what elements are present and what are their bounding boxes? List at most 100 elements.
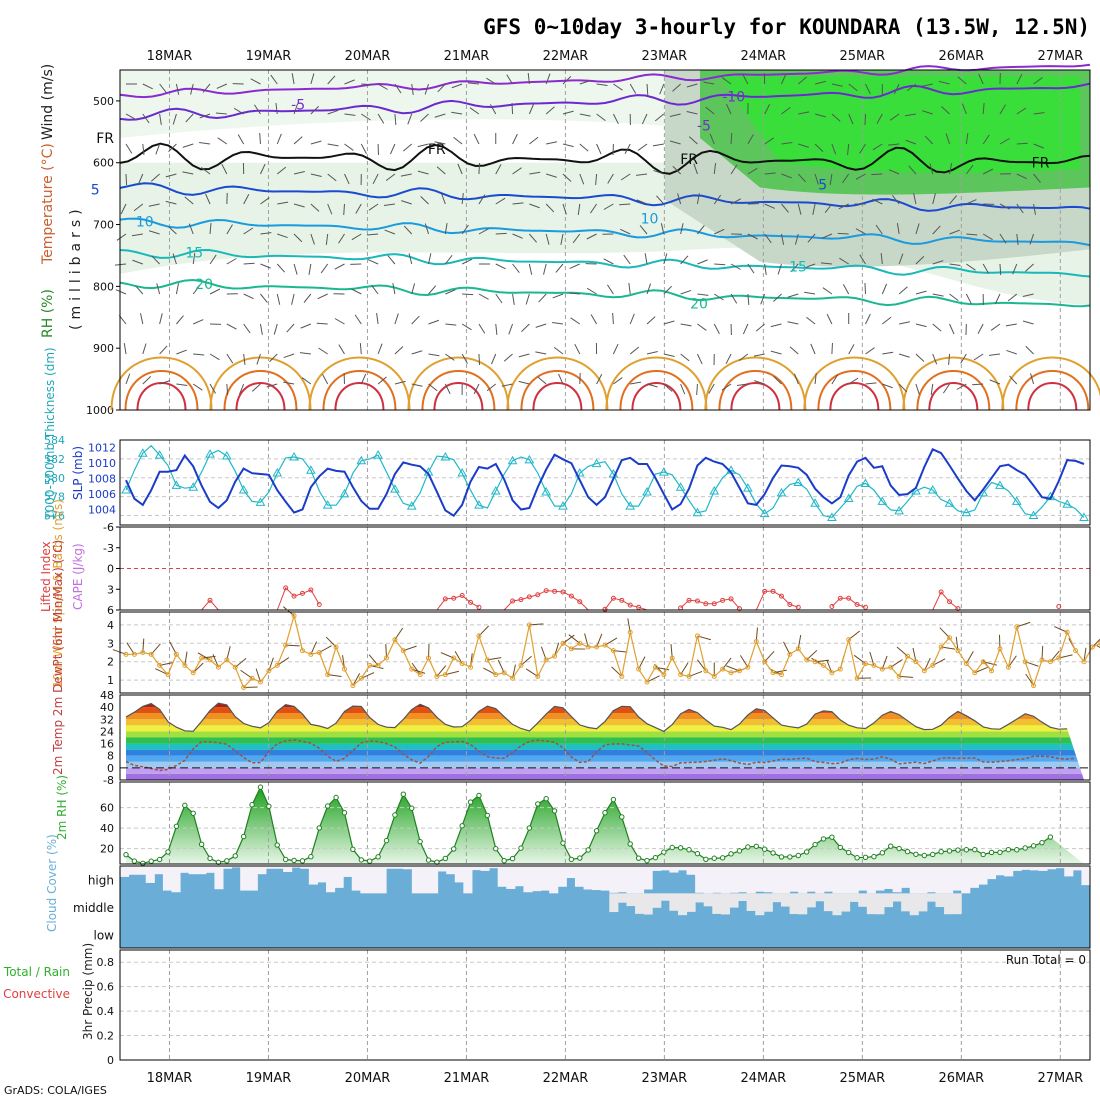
wind-barb bbox=[764, 233, 772, 244]
cloud-row-label: middle bbox=[73, 901, 114, 915]
cloud-high-clear bbox=[772, 866, 782, 894]
wind-barb bbox=[697, 293, 709, 296]
cloud-middle-clear bbox=[677, 893, 688, 916]
wind-barb bbox=[781, 173, 792, 179]
wind-barb bbox=[402, 143, 413, 152]
wind-barb bbox=[501, 383, 513, 387]
wind-barb bbox=[1016, 107, 1027, 115]
wind-barb bbox=[555, 263, 564, 273]
wind10-point bbox=[257, 679, 263, 685]
rh2m-point bbox=[930, 851, 936, 858]
wind10-point bbox=[552, 653, 558, 659]
rh2m-point bbox=[493, 846, 499, 852]
li-point bbox=[291, 593, 297, 599]
thickness-point bbox=[927, 485, 938, 494]
wind-barb bbox=[293, 136, 303, 145]
precip-axis-label: 3hr Precip (mm) bbox=[81, 943, 95, 1040]
wind-barb bbox=[1006, 349, 1017, 355]
cloud-high-clear bbox=[832, 866, 842, 894]
rh2m-point bbox=[425, 857, 432, 863]
wind-barb bbox=[115, 289, 127, 295]
rh2m-point bbox=[1030, 843, 1037, 849]
thickness-point bbox=[1011, 496, 1022, 505]
wind-barb bbox=[660, 223, 665, 235]
wind-barb bbox=[361, 113, 371, 121]
wind-barb bbox=[755, 323, 765, 332]
rh2m-point bbox=[232, 853, 238, 859]
thickness-point bbox=[221, 451, 232, 460]
wind-barb bbox=[721, 77, 732, 85]
wind-barb bbox=[847, 143, 850, 155]
wind-barb bbox=[871, 173, 883, 176]
wind-barb bbox=[629, 313, 635, 325]
wind-barb bbox=[612, 343, 619, 355]
rh2m-point bbox=[1014, 847, 1020, 853]
wind-barb bbox=[797, 173, 807, 183]
rh2m-point bbox=[282, 856, 289, 863]
cloud-high-clear bbox=[1081, 866, 1091, 886]
wind10-point bbox=[123, 651, 129, 657]
li-point bbox=[778, 593, 784, 599]
wind10-tick-label: 4 bbox=[107, 619, 114, 632]
li-point bbox=[619, 597, 625, 603]
rh2m-point bbox=[644, 857, 650, 864]
cloud-high-clear bbox=[986, 866, 997, 880]
wind-barb bbox=[308, 263, 312, 275]
wind-barb bbox=[966, 233, 978, 236]
wind-barb bbox=[713, 194, 722, 205]
rh2m-point bbox=[778, 854, 785, 860]
cloud-high-clear bbox=[909, 866, 919, 894]
cloud-high-clear bbox=[257, 866, 267, 875]
wind-barb bbox=[760, 293, 766, 305]
boundary-isotherm bbox=[803, 356, 906, 411]
wind-barb bbox=[275, 103, 278, 115]
rh2m-point bbox=[383, 837, 390, 844]
wind10-point bbox=[157, 662, 163, 668]
wind-barb bbox=[905, 139, 917, 145]
wind-barb bbox=[663, 253, 668, 265]
precip-frame bbox=[119, 949, 1091, 1061]
wind-barb bbox=[949, 293, 959, 302]
wind-barb bbox=[822, 287, 833, 295]
wind-barb bbox=[562, 203, 567, 215]
temp-axis-label: Temperature (°C) bbox=[40, 143, 56, 265]
wind-barb bbox=[199, 141, 211, 145]
wind10-point bbox=[148, 651, 154, 657]
wind-barb bbox=[495, 197, 506, 205]
wind-barb bbox=[982, 263, 990, 274]
wind10-point bbox=[266, 668, 272, 674]
wind-barb bbox=[125, 113, 136, 120]
rh2m-point bbox=[123, 851, 129, 858]
wind-barb bbox=[562, 110, 574, 115]
wind-barb bbox=[159, 313, 163, 325]
precip-panel: 0.8 0.6 0.4 0.2 0 bbox=[97, 949, 1091, 1067]
rh2m-point bbox=[274, 842, 280, 848]
wind-barb bbox=[270, 74, 278, 85]
li-point bbox=[694, 598, 700, 604]
wind-barb bbox=[949, 229, 960, 235]
wind-barb bbox=[798, 143, 809, 148]
wind-barb bbox=[865, 83, 871, 95]
wind10-point bbox=[871, 662, 877, 668]
rh2m-point bbox=[610, 796, 617, 803]
rh2m-point bbox=[787, 854, 793, 860]
cloud-high-clear bbox=[214, 866, 224, 890]
wind-barb bbox=[913, 193, 917, 205]
wind-barb bbox=[713, 323, 720, 334]
temp-band bbox=[126, 743, 1084, 750]
wind10-point bbox=[972, 670, 978, 676]
wind-barb bbox=[714, 228, 725, 235]
wind-barb bbox=[921, 83, 933, 87]
wind-barb bbox=[680, 353, 690, 362]
date-label-top: 22MAR bbox=[543, 49, 589, 64]
wind-barb bbox=[327, 143, 339, 147]
wind-barb bbox=[814, 80, 826, 85]
cloud-high-clear bbox=[635, 866, 645, 894]
li-tick-label: 6 bbox=[107, 604, 114, 617]
cloud-high-clear bbox=[120, 866, 130, 877]
cloud-high-clear bbox=[746, 866, 756, 894]
wind-barb bbox=[394, 346, 404, 355]
wind-barb bbox=[636, 173, 648, 176]
rh2m-point bbox=[375, 854, 381, 860]
cloud-high-clear bbox=[171, 866, 181, 893]
